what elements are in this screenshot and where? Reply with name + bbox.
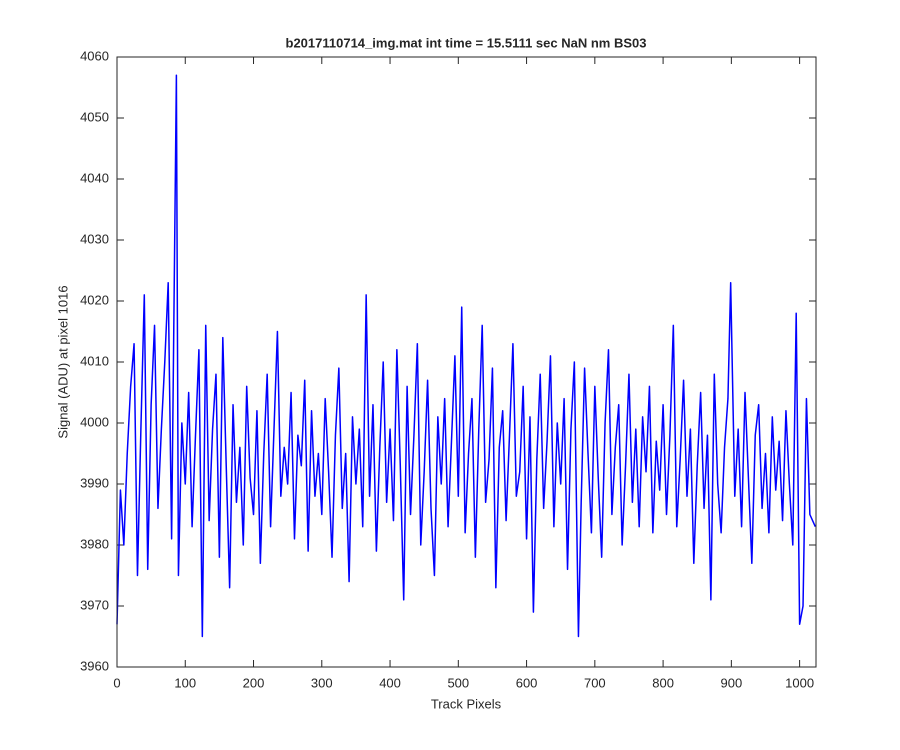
y-tick-label: 4020 (80, 292, 109, 307)
x-tick-label: 800 (652, 675, 674, 690)
x-tick-label: 500 (447, 675, 469, 690)
plot-frame (116, 56, 817, 668)
y-tick-label: 4040 (80, 170, 109, 185)
x-tick-label: 0 (113, 675, 120, 690)
x-tick-label: 1000 (785, 675, 814, 690)
x-tick-label: 700 (584, 675, 606, 690)
chart-title: b2017110714_img.mat int time = 15.5111 s… (286, 35, 647, 50)
y-tick-label: 3970 (80, 597, 109, 612)
x-tick-label: 100 (174, 675, 196, 690)
x-tick-label: 400 (379, 675, 401, 690)
data-line (116, 74, 817, 638)
x-tick-label: 300 (311, 675, 333, 690)
y-axis-label: Signal (ADU) at pixel 1016 (55, 285, 70, 438)
x-axis-label: Track Pixels (431, 696, 502, 711)
y-tick-label: 4050 (80, 109, 109, 124)
y-tick-label: 4010 (80, 353, 109, 368)
y-tick-label: 3980 (80, 536, 109, 551)
x-tick-label: 900 (721, 675, 743, 690)
x-tick-label: 600 (516, 675, 538, 690)
y-tick-label: 4060 (80, 48, 109, 63)
y-tick-label: 3990 (80, 475, 109, 490)
y-tick-label: 4030 (80, 231, 109, 246)
x-tick-label: 200 (243, 675, 265, 690)
y-tick-label: 4000 (80, 414, 109, 429)
y-tick-label: 3960 (80, 658, 109, 673)
